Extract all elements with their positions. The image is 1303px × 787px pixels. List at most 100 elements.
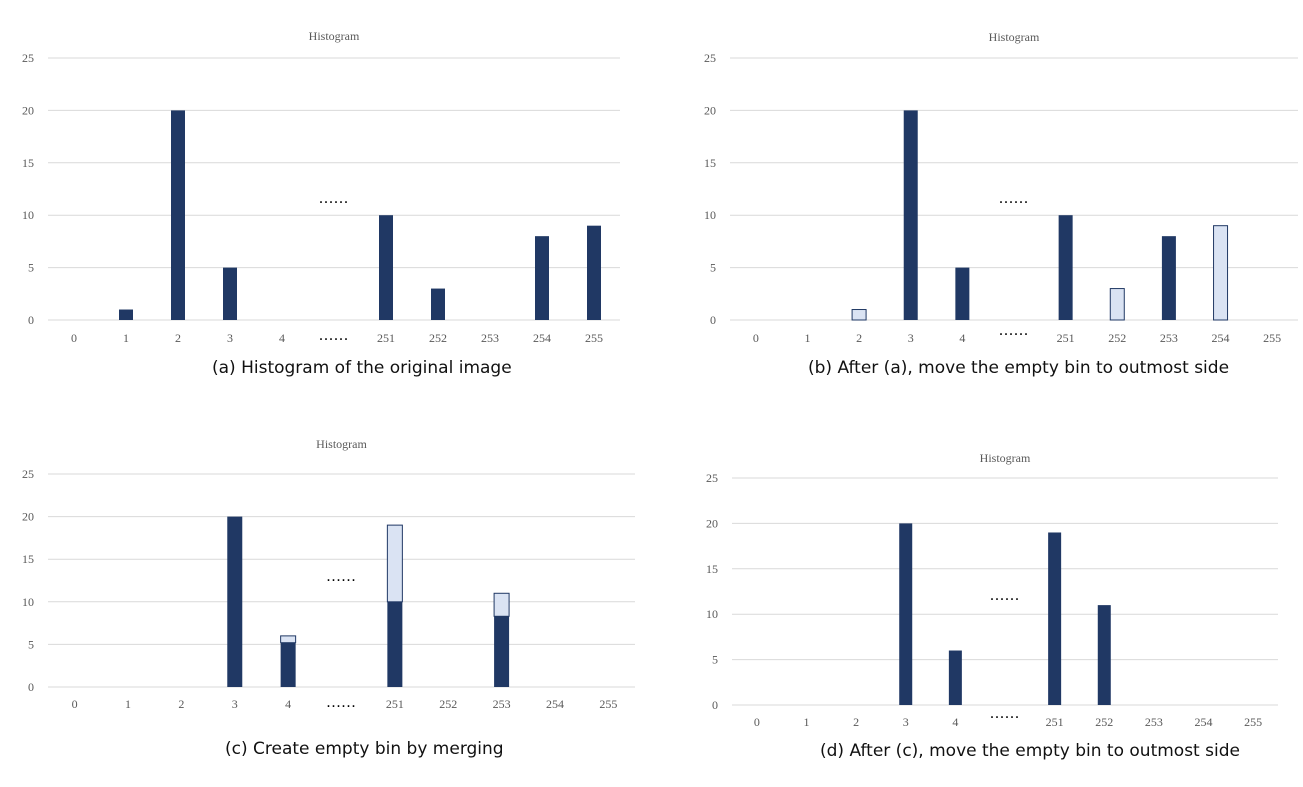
x-tick-label: 0	[72, 697, 78, 711]
histogram-chart-d: Histogram 0 5 10 15 20 25 0 1 2 3 4............ 251 2…	[706, 451, 1278, 729]
x-tick-label: 2	[178, 697, 184, 711]
bar-251-light	[386, 524, 403, 603]
bar-252	[431, 288, 445, 320]
y-tick-label: 0	[712, 698, 718, 712]
bar-254	[535, 236, 549, 320]
bar-3	[899, 523, 913, 705]
bar-251-dark	[387, 601, 403, 687]
x-tick-label: 255	[1244, 715, 1262, 729]
caption-b: (b) After (a), move the empty bin to out…	[808, 358, 1230, 378]
bar-252-light	[1109, 288, 1125, 321]
histogram-chart-a: Histogram 0 5 10 15 20 25 0 1 2 3 4............ 251 2…	[22, 29, 620, 345]
x-tick-label: 3	[903, 715, 909, 729]
x-tick-label: 253	[1145, 715, 1163, 729]
x-tick-label: 4	[285, 697, 291, 711]
x-tick-label: 2	[856, 331, 862, 345]
x-tick-label: 2	[175, 331, 181, 345]
x-tick-label: 255	[599, 697, 617, 711]
y-tick-label: 10	[704, 208, 716, 222]
x-tick-label: 4	[279, 331, 285, 345]
chart-title: Histogram	[309, 29, 360, 43]
histogram-chart-c: Histogram 0 5 10 15 20 25 0 1 2 3 4............ 251 2…	[22, 437, 635, 711]
x-tick-label: 3	[232, 697, 238, 711]
bar-4-dark	[280, 642, 296, 687]
bar-4-dark	[955, 267, 970, 320]
y-tick-label: 15	[22, 156, 34, 170]
x-tick-label: 252	[1108, 331, 1126, 345]
x-tick-label: 4	[959, 331, 965, 345]
bar-251	[379, 215, 393, 320]
x-tick-label: 254	[546, 697, 564, 711]
bar-255	[587, 225, 601, 320]
gap-marker-bottom: ......	[327, 694, 357, 711]
gap-marker-top: ......	[990, 587, 1020, 604]
bar-251-dark	[1058, 215, 1073, 320]
histogram-panel-c: Histogram 0 5 10 15 20 25 0 1 2 3 4............ 251 2…	[0, 428, 650, 718]
y-tick-label: 10	[706, 607, 718, 621]
y-tick-label: 0	[28, 313, 34, 327]
x-tick-label: 255	[585, 331, 603, 345]
histogram-panel-b: Histogram 0 5 10 15 20 25 0 1 2 3 4............ 251 2…	[652, 20, 1302, 350]
chart-title: Histogram	[989, 30, 1040, 44]
y-tick-label: 5	[28, 637, 34, 651]
gap-marker-top: ......	[327, 568, 357, 585]
bar-254-light	[1213, 225, 1229, 321]
gap-marker-bottom: ......	[999, 322, 1029, 339]
y-tick-label: 5	[712, 653, 718, 667]
y-tick-label: 15	[22, 552, 34, 566]
bar-253-dark	[1161, 236, 1176, 320]
bar-3-dark	[227, 516, 243, 687]
y-tick-label: 25	[22, 467, 34, 481]
y-tick-label: 15	[706, 562, 718, 576]
x-tick-label: 1	[803, 715, 809, 729]
bar-251	[1048, 532, 1062, 705]
y-tick-label: 5	[710, 261, 716, 275]
bar-3-dark	[903, 110, 918, 321]
bar-4-light	[280, 635, 297, 644]
x-tick-label: 254	[533, 331, 551, 345]
y-tick-label: 20	[704, 103, 716, 117]
x-tick-label: 251	[1057, 331, 1075, 345]
histogram-chart-b: Histogram 0 5 10 15 20 25 0 1 2 3 4............ 251 2…	[704, 30, 1298, 345]
y-tick-label: 25	[22, 51, 34, 65]
caption-a: (a) Histogram of the original image	[212, 358, 512, 378]
x-tick-label: 4	[952, 715, 958, 729]
y-tick-label: 25	[704, 51, 716, 65]
x-tick-label: 251	[1046, 715, 1064, 729]
caption-c: (c) Create empty bin by merging	[225, 739, 504, 759]
bar-2-light	[851, 309, 867, 321]
bar-253-light	[493, 592, 510, 617]
y-tick-label: 5	[28, 261, 34, 275]
y-tick-label: 0	[28, 680, 34, 694]
bar-1	[119, 309, 133, 320]
bar-3	[223, 267, 237, 320]
x-tick-label: 1	[123, 331, 129, 345]
x-tick-label: 252	[1095, 715, 1113, 729]
x-tick-label: 3	[908, 331, 914, 345]
x-tick-label: 251	[386, 697, 404, 711]
chart-title: Histogram	[316, 437, 367, 451]
x-tick-label: 252	[439, 697, 457, 711]
x-tick-label: 1	[804, 331, 810, 345]
histogram-panel-a: Histogram 0 5 10 15 20 25 0 1 2 3 4............ 251 2…	[0, 20, 650, 350]
x-tick-label: 253	[481, 331, 499, 345]
y-tick-label: 25	[706, 471, 718, 485]
x-tick-label: 0	[753, 331, 759, 345]
x-tick-label: 2	[853, 715, 859, 729]
x-tick-label: 254	[1212, 331, 1230, 345]
x-tick-label: 251	[377, 331, 395, 345]
x-tick-label: 0	[754, 715, 760, 729]
gap-marker-top: ......	[319, 190, 349, 207]
x-tick-label: 254	[1195, 715, 1213, 729]
gap-marker-bottom: ......	[990, 705, 1020, 722]
y-tick-label: 10	[22, 595, 34, 609]
bar-252	[1097, 605, 1111, 705]
x-tick-label: 252	[429, 331, 447, 345]
gap-marker-top: ......	[999, 190, 1029, 207]
x-tick-label: 255	[1263, 331, 1281, 345]
y-tick-label: 10	[22, 208, 34, 222]
x-tick-label: 3	[227, 331, 233, 345]
histogram-panel-d: Histogram 0 5 10 15 20 25 0 1 2 3 4............ 251 2…	[652, 440, 1302, 730]
gap-marker-bottom: ......	[319, 327, 349, 344]
x-tick-label: 1	[125, 697, 131, 711]
